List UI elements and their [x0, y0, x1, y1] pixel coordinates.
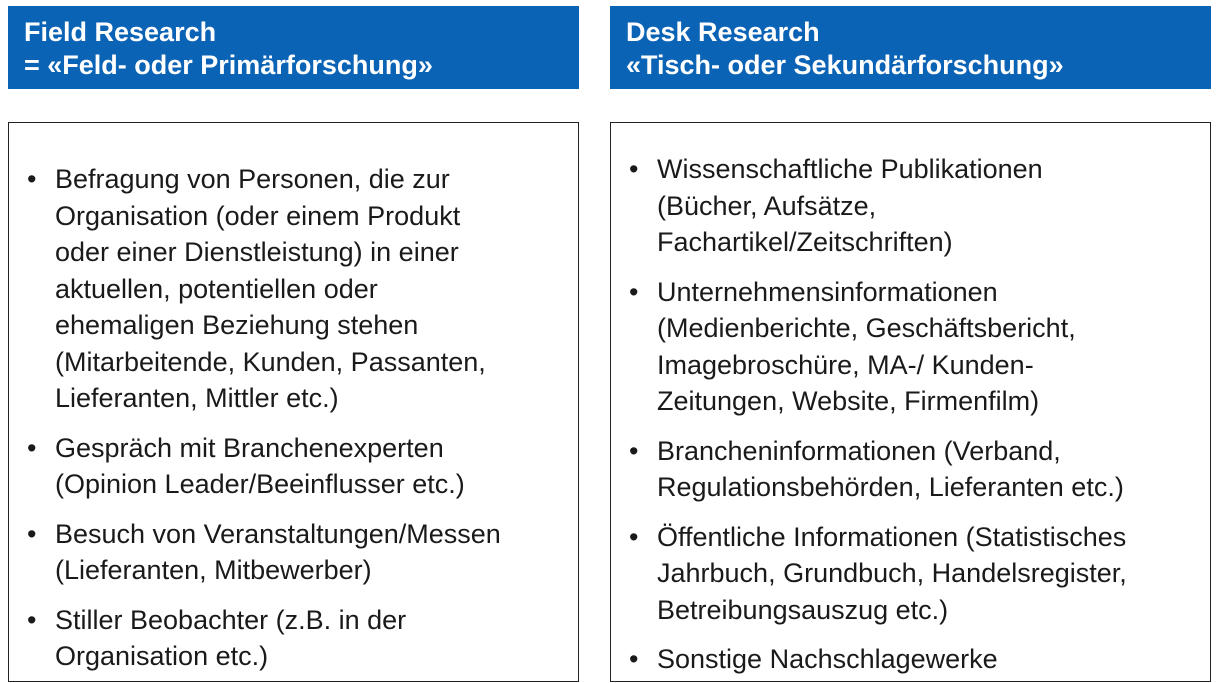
list-item-text: aktuellen, potentiellen oder	[55, 273, 378, 304]
desk-research-title: Desk Research	[626, 17, 820, 47]
bullet-icon: •	[629, 644, 639, 674]
list-item-text: Organisation (oder einem Produkt	[55, 200, 461, 231]
list-item: • Gespräch mit Branchenexperten (Opinion L…	[9, 430, 578, 503]
list-item-text: Befragung von Personen, die zur	[55, 164, 450, 194]
bullet-icon: •	[27, 518, 37, 549]
list-item-text: Unternehmensinformationen	[657, 276, 998, 307]
list-item-text: Zeitungen, Website, Firmenfilm)	[657, 386, 1040, 416]
desk-research-header: Desk Research «Tisch- oder Sekundärforsc…	[610, 6, 1211, 89]
list-item-text: Gespräch mit Branchenexperten	[55, 432, 444, 463]
list-item-text: Sonstige Nachschlagewerke	[657, 644, 998, 674]
list-item-text: Fachartikel/Zeitschriften)	[657, 227, 953, 257]
list-item: • Brancheninformationen (Verband, Regulati…	[611, 433, 1210, 506]
list-item-text: (Lieferanten, Mitbewerber)	[55, 555, 372, 585]
list-item-text: (Medienberichte, Geschäftsbericht,	[657, 313, 1076, 343]
bullet-icon: •	[629, 435, 639, 466]
list-item: • Unternehmensinformationen (Medienbericht…	[611, 274, 1210, 420]
list-item-text: Jahrbuch, Grundbuch, Handelsregister,	[657, 558, 1127, 588]
list-item-text: (Opinion Leader/Beeinflusser etc.)	[55, 469, 465, 499]
field-research-list: • Befragung von Personen, die zur Organisa…	[9, 123, 578, 675]
list-item-text: Öffentliche Informationen (Statistisches	[657, 521, 1127, 552]
bullet-icon: •	[629, 521, 639, 552]
list-item-text: ehemaligen Beziehung stehen	[55, 310, 419, 340]
list-item-text: Betreibungsauszug etc.)	[657, 594, 949, 625]
field-research-header: Field Research = «Feld- oder Primärforsc…	[8, 6, 579, 89]
list-item: • Öffentliche Informationen (Statistische…	[611, 519, 1210, 629]
bullet-icon: •	[629, 154, 639, 184]
bullet-icon: •	[27, 432, 37, 463]
list-item-text: Imagebroschüre, MA-/ Kunden-	[657, 349, 1034, 380]
field-research-subtitle: = «Feld- oder Primärforschung»	[24, 50, 433, 80]
field-research-box: • Befragung von Personen, die zur Organisa…	[8, 122, 579, 682]
list-item: • Wissenschaftliche Publikationen (Bücher,…	[611, 151, 1210, 261]
desk-research-list: • Wissenschaftliche Publikationen (Bücher,…	[611, 123, 1210, 678]
field-research-column: Field Research = «Feld- oder Primärforsc…	[8, 6, 579, 682]
list-item-text: Lieferanten, Mittler etc.)	[55, 383, 339, 413]
list-item: • Besuch von Veranstaltungen/Messen (Liefe…	[9, 516, 578, 589]
desk-research-subtitle: «Tisch- oder Sekundärforschung»	[626, 50, 1064, 80]
desk-research-box: • Wissenschaftliche Publikationen (Bücher,…	[610, 122, 1211, 682]
list-item: • Befragung von Personen, die zur Organisa…	[9, 161, 578, 417]
list-item-text: Stiller Beobachter (z.B. in der	[55, 604, 407, 635]
list-item-text: (Mitarbeitende, Kunden, Passanten,	[55, 346, 486, 377]
field-research-title: Field Research	[24, 17, 217, 47]
list-item-text: Brancheninformationen (Verband,	[657, 435, 1061, 466]
list-item-text: Besuch von Veranstaltungen/Messen	[55, 518, 501, 549]
desk-research-column: Desk Research «Tisch- oder Sekundärforsc…	[610, 6, 1211, 682]
list-item-text: Wissenschaftliche Publikationen	[657, 154, 1043, 184]
list-item-text: (Bücher, Aufsätze,	[657, 190, 877, 221]
bullet-icon: •	[27, 604, 37, 635]
list-item: • Sonstige Nachschlagewerke	[611, 641, 1210, 678]
list-item-text: Organisation etc.)	[55, 641, 269, 671]
list-item-text: oder einer Dienstleistung) in einer	[55, 237, 459, 267]
list-item: • Stiller Beobachter (z.B. in der Organisa…	[9, 602, 578, 675]
bullet-icon: •	[27, 164, 37, 194]
bullet-icon: •	[629, 276, 639, 307]
list-item-text: Regulationsbehörden, Lieferanten etc.)	[657, 472, 1124, 502]
